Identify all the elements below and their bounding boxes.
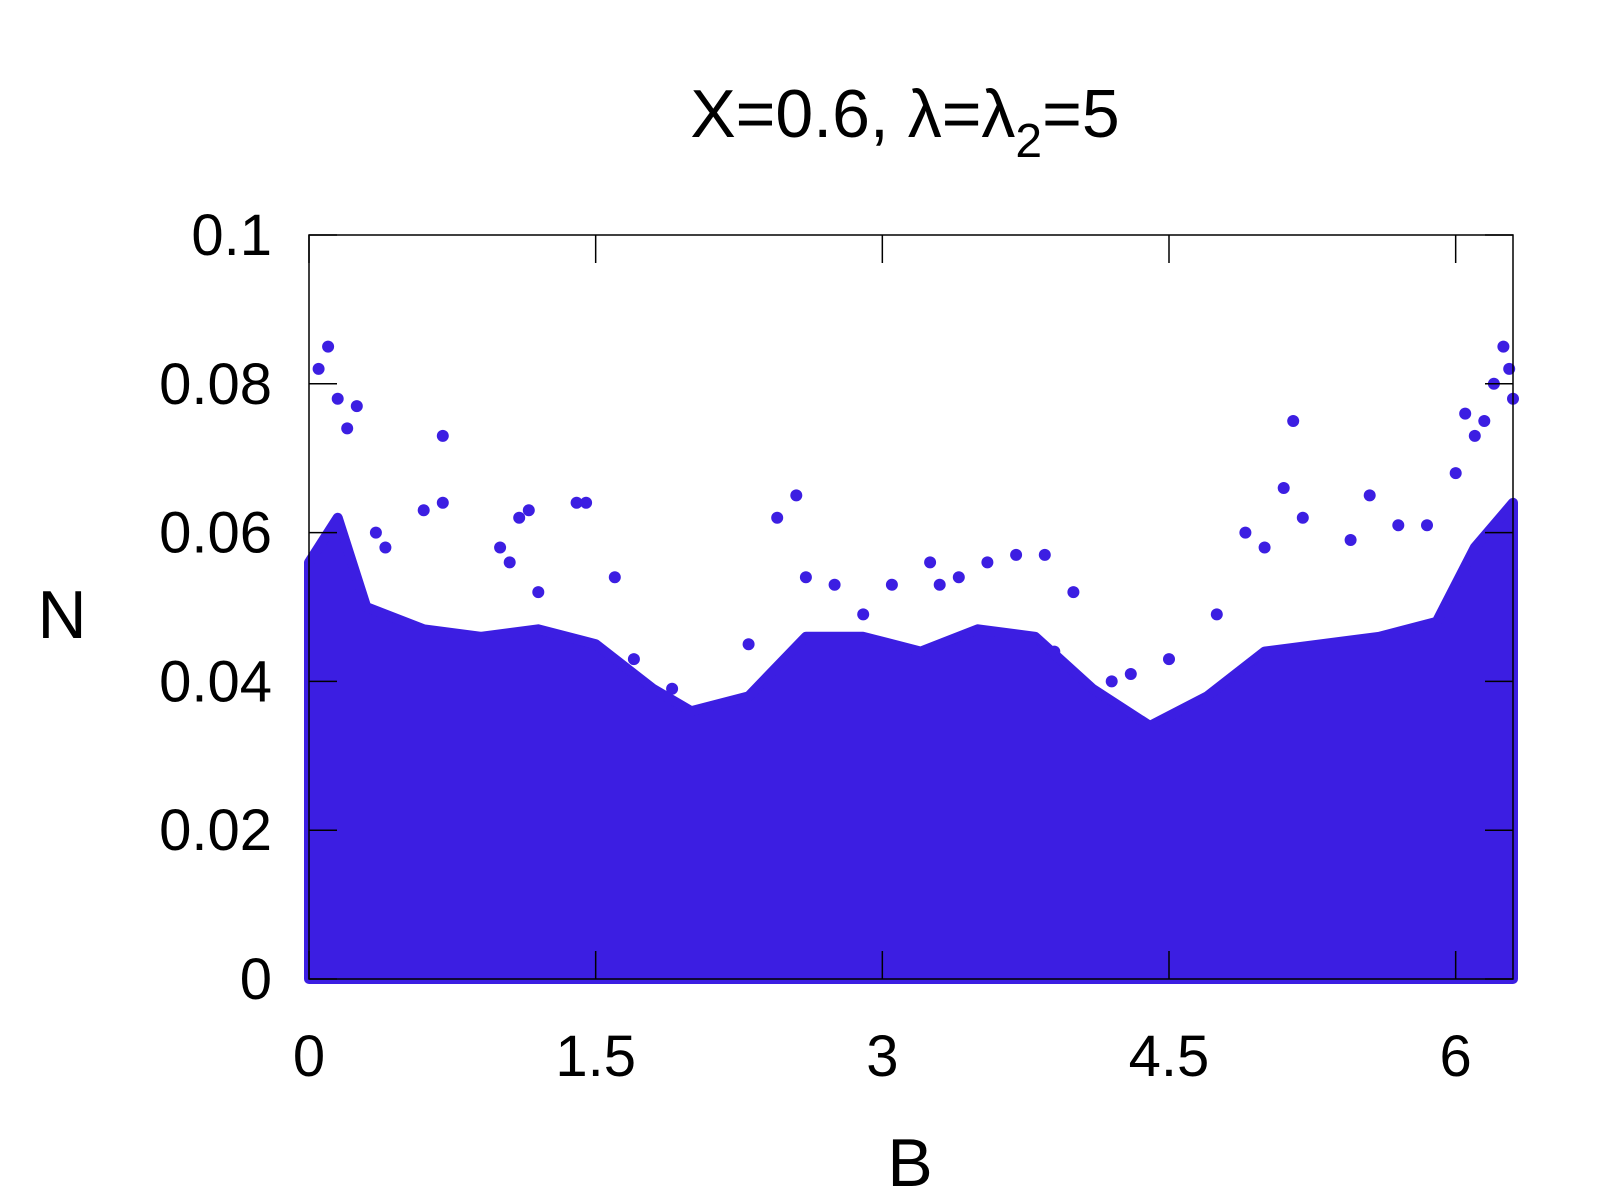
scatter-point bbox=[1010, 548, 1023, 561]
scatter-point bbox=[924, 556, 937, 569]
scatter-point bbox=[1105, 675, 1118, 688]
scatter-point bbox=[322, 340, 335, 353]
scatter-point bbox=[1392, 519, 1405, 532]
scatter-point bbox=[1363, 489, 1376, 502]
x-tick-label: 4.5 bbox=[1129, 1024, 1210, 1089]
scatter-point bbox=[608, 571, 621, 584]
scatter-point bbox=[417, 504, 430, 517]
chart-title-main: X=0.6, λ=λ bbox=[690, 76, 1015, 152]
plot-frame bbox=[308, 234, 1514, 980]
y-tick-label: 0 bbox=[240, 947, 272, 1012]
y-tick-label: 0.04 bbox=[159, 649, 272, 714]
scatter-point bbox=[1163, 653, 1175, 666]
y-tick-label: 0.1 bbox=[191, 203, 272, 268]
scatter-point bbox=[666, 682, 679, 695]
x-tick-label: 0 bbox=[293, 1024, 325, 1089]
dense-scatter-region bbox=[304, 497, 1518, 984]
y-axis-label: N bbox=[37, 577, 86, 653]
x-tick-label: 6 bbox=[1440, 1024, 1472, 1089]
scatter-point bbox=[790, 489, 803, 502]
x-tick-label: 1.5 bbox=[555, 1024, 636, 1089]
scatter-point bbox=[1067, 586, 1080, 599]
scatter-point bbox=[981, 556, 994, 569]
scatter-point bbox=[1497, 340, 1510, 353]
scatter-point bbox=[350, 400, 363, 413]
scatter-point bbox=[312, 362, 325, 375]
y-tick-label: 0.08 bbox=[159, 352, 272, 417]
x-axis-label: B bbox=[887, 1125, 932, 1200]
chart-title-suffix: =5 bbox=[1042, 76, 1120, 152]
scatter-point bbox=[580, 496, 593, 509]
scatter-point bbox=[952, 571, 965, 584]
scatter-point bbox=[369, 526, 382, 539]
scatter-point bbox=[1459, 407, 1472, 420]
scatter-point bbox=[1038, 548, 1051, 561]
scatter-point bbox=[1296, 511, 1309, 524]
scatter-point bbox=[1239, 526, 1252, 539]
scatter-point bbox=[1468, 429, 1481, 442]
scatter-point bbox=[1210, 608, 1223, 621]
scatter-point bbox=[341, 422, 354, 435]
scatter-point bbox=[627, 653, 640, 666]
scatter-point bbox=[1048, 645, 1061, 658]
scatter-point bbox=[522, 504, 535, 517]
scatter-point bbox=[570, 496, 583, 509]
scatter-point bbox=[799, 571, 812, 584]
scatter-point bbox=[857, 608, 870, 621]
scatter-point bbox=[532, 586, 545, 599]
scatter-point bbox=[1258, 541, 1271, 554]
scatter-point bbox=[742, 638, 755, 651]
scatter-point bbox=[933, 578, 946, 591]
scatter-point bbox=[436, 429, 449, 442]
scatter-point bbox=[331, 392, 344, 405]
scatter-point bbox=[1277, 482, 1290, 494]
scatter-point bbox=[771, 511, 784, 524]
scatter-point bbox=[379, 541, 392, 554]
x-axis: 0 1.5 3 4.5 6 bbox=[293, 235, 1472, 1089]
chart-title-subscript: 2 bbox=[1015, 115, 1042, 168]
scatter-point bbox=[1503, 362, 1516, 375]
scatter-point bbox=[436, 496, 449, 509]
scatter-point bbox=[1421, 519, 1433, 532]
scatter-marks bbox=[304, 340, 1519, 984]
chart-title: X=0.6, λ=λ2=5 bbox=[690, 76, 1119, 168]
scatter-point bbox=[1478, 415, 1491, 427]
y-tick-label: 0.02 bbox=[159, 798, 272, 863]
scatter-point bbox=[828, 578, 841, 591]
x-tick-label: 3 bbox=[866, 1024, 898, 1089]
scatter-point bbox=[1124, 668, 1137, 680]
y-axis: 0 0.02 0.04 0.06 0.08 0.1 bbox=[159, 203, 1513, 1012]
scatter-point bbox=[513, 511, 526, 524]
scatter-point bbox=[503, 556, 516, 569]
scatter-point bbox=[1287, 415, 1300, 427]
scatter-point bbox=[1449, 467, 1462, 480]
y-tick-label: 0.06 bbox=[159, 501, 272, 566]
scatter-point bbox=[1344, 534, 1357, 546]
scatter-point bbox=[885, 578, 898, 591]
scatter-point bbox=[494, 541, 507, 554]
